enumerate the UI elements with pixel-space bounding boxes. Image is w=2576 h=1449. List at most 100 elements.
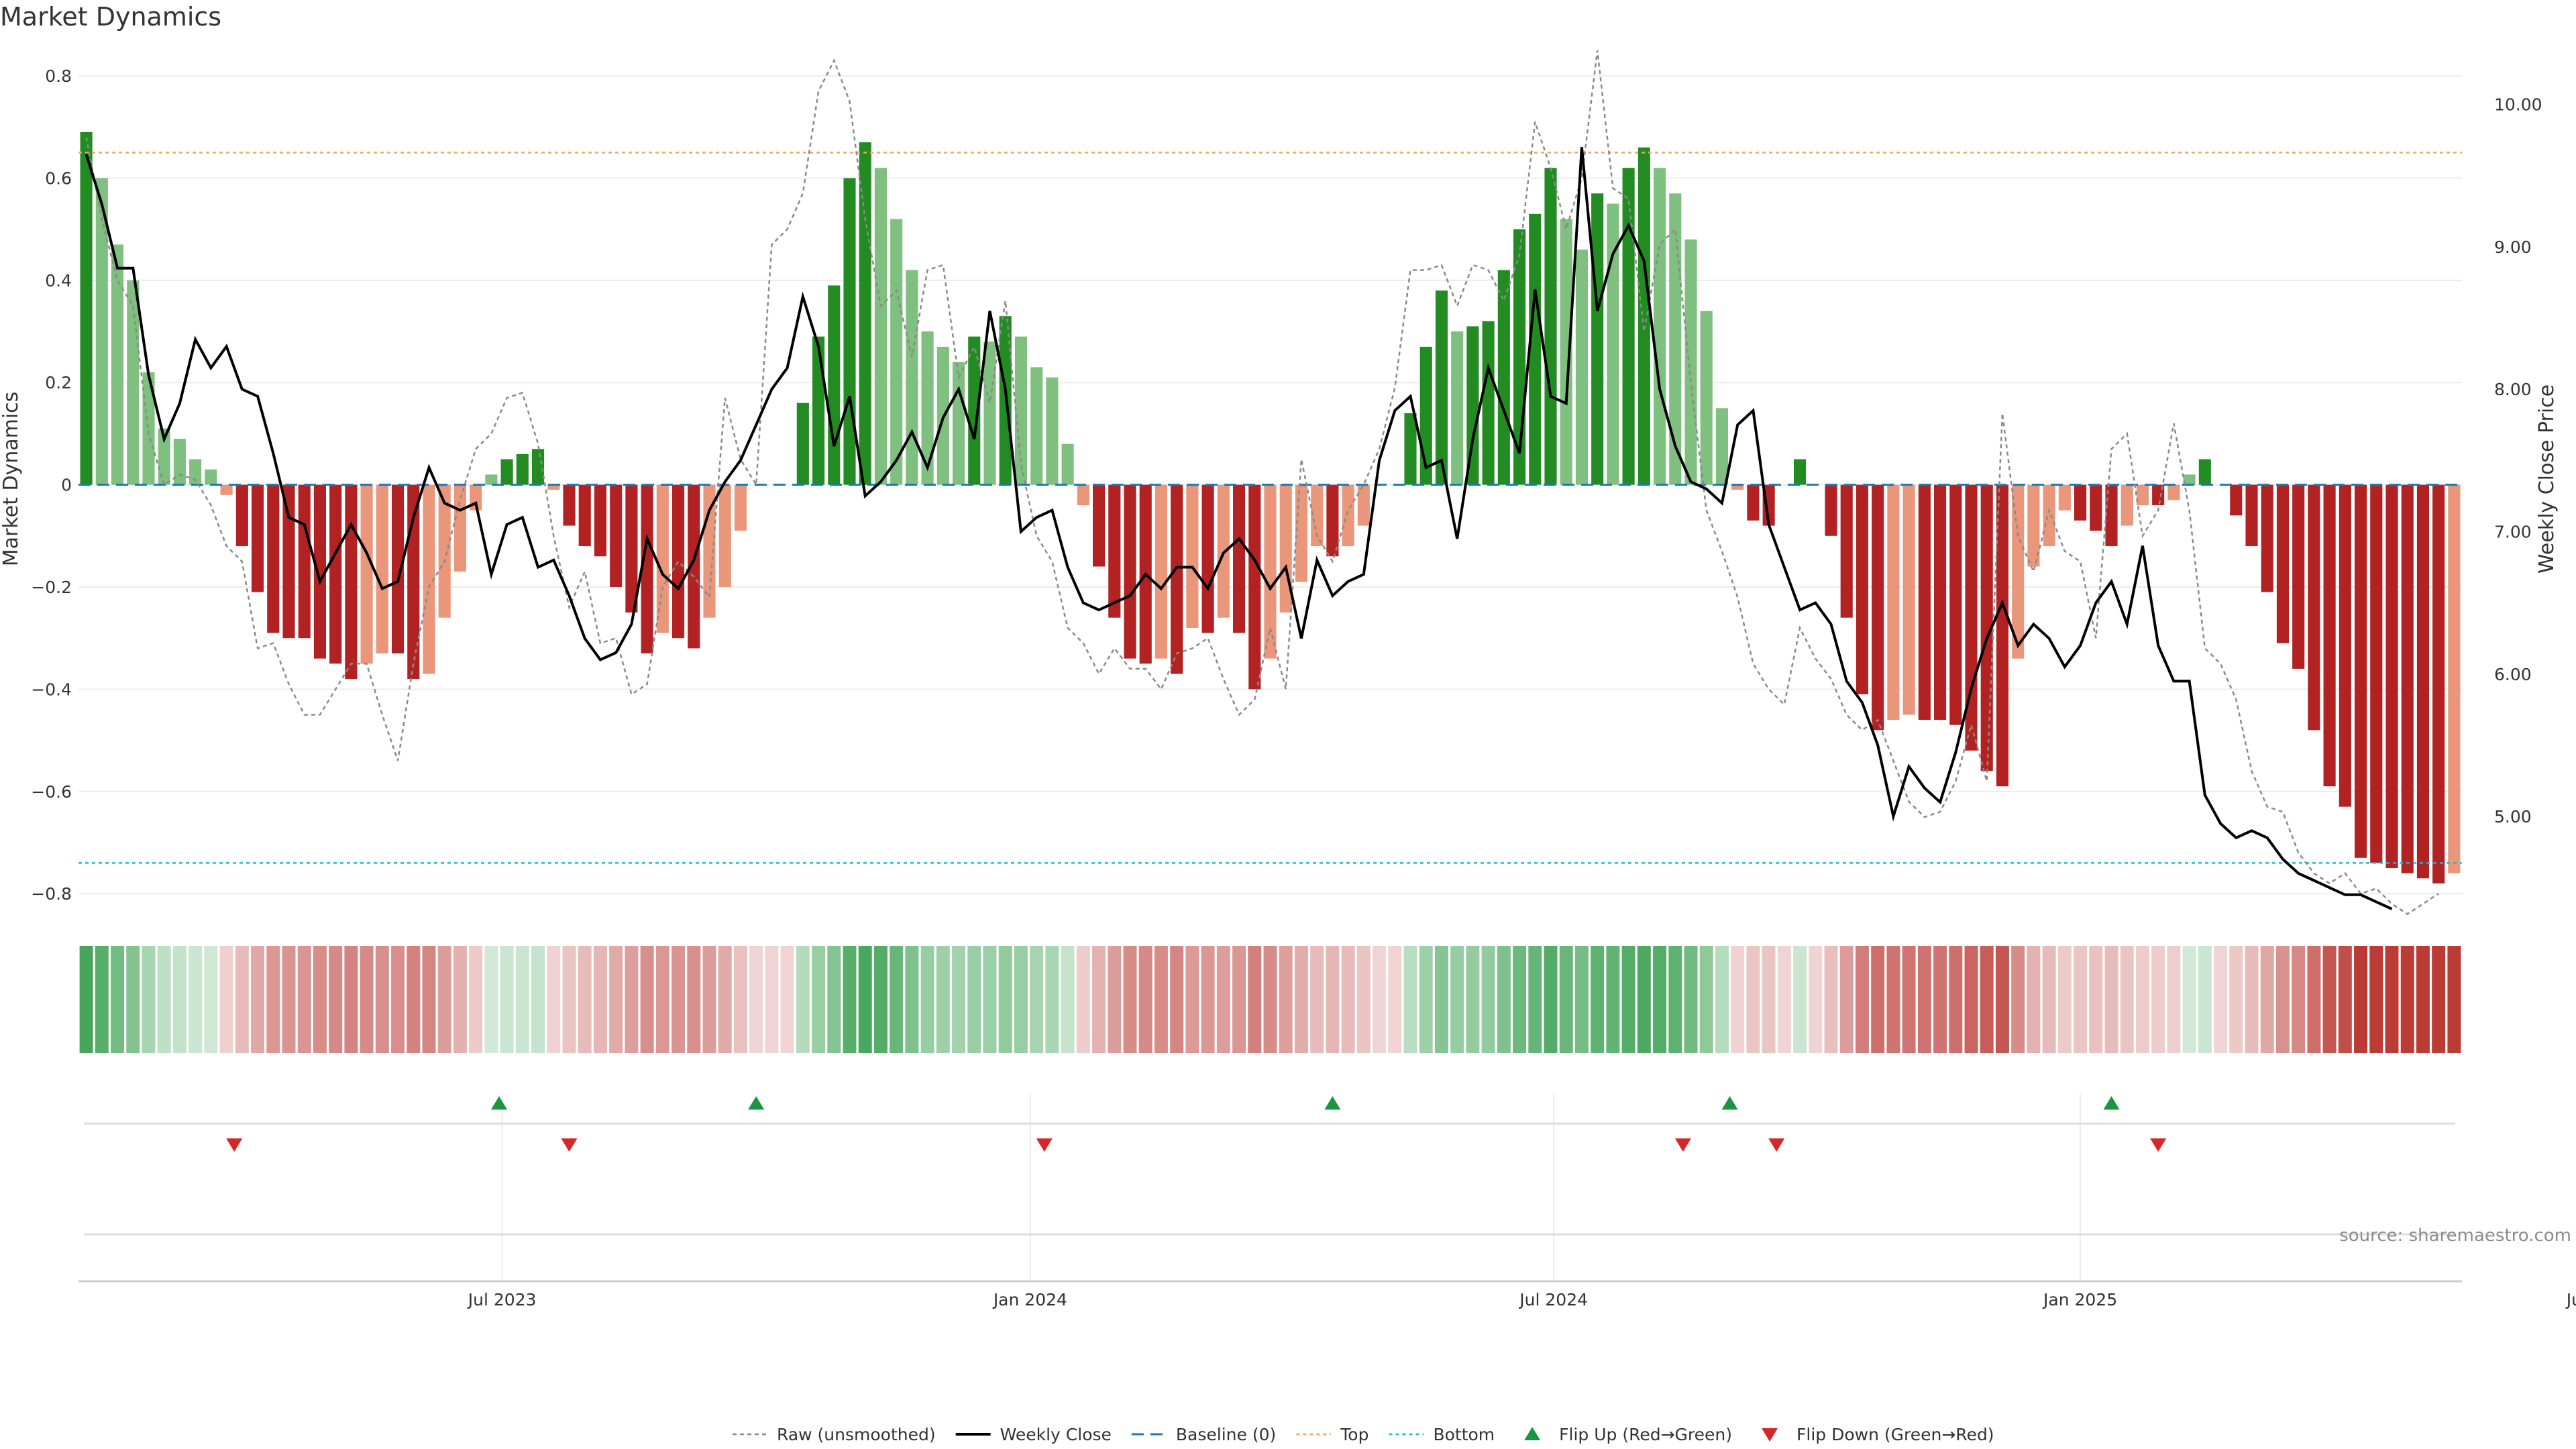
md-bar [906,270,918,485]
md-bar [1840,484,1853,618]
legend-label: Raw (unsmoothed) [777,1425,936,1444]
y2-tick-label: 7.00 [2494,522,2532,541]
md-bar [1357,484,1370,526]
heat-cell [111,946,125,1053]
heat-cell [2057,946,2072,1053]
md-bar [2152,484,2165,506]
md-bar [1965,484,1978,751]
heat-cell [1559,946,1573,1053]
md-bar [1232,484,1246,633]
heat-cell [531,946,545,1053]
md-bar [843,178,856,485]
heat-cell [2260,946,2274,1053]
md-bar [983,341,996,485]
md-bar [1326,484,1339,557]
y2-tick-label: 6.00 [2494,665,2532,684]
y-axis-label: Market Dynamics [0,392,23,567]
flip-down-marker [1036,1138,1053,1152]
md-bars [80,131,2461,883]
md-bar [1715,408,1729,485]
md-bar [1591,193,1604,485]
legend-item-flip_down: Flip Down (Green→Red) [1762,1425,1994,1444]
heat-cell [469,946,483,1053]
md-bar [2167,484,2180,500]
heat-cell [1668,946,1682,1053]
heat-cell [1621,946,1635,1053]
heat-cell [967,946,981,1053]
md-bar [688,484,700,649]
md-bar [1544,168,1557,485]
y2-tick-label: 10.00 [2494,95,2542,115]
md-bar [1264,484,1277,659]
heat-cell [1528,946,1542,1053]
heat-cell [297,946,311,1053]
heat-cell [157,946,171,1053]
md-bar [453,484,467,572]
md-bar [828,285,841,485]
md-bar [2043,484,2055,547]
flip-up-marker [1721,1096,1738,1110]
md-bar [1077,484,1089,506]
md-bar [2012,484,2025,659]
heat-cell [2214,946,2228,1053]
heat-cell [1341,946,1355,1053]
heat-cell [2182,946,2196,1053]
heat-cell [2432,946,2446,1053]
legend-item-flip_up: Flip Up (Red→Green) [1524,1425,1732,1444]
heat-cell [718,946,732,1053]
md-bar [1030,367,1043,485]
heat-cell [1466,946,1480,1053]
md-bar [127,280,140,485]
heat-cell [1232,946,1246,1053]
md-bar [1155,484,1168,659]
heat-cell [1871,946,1885,1053]
heat-cell [1279,946,1293,1053]
heat-cell [484,946,498,1053]
heat-cell [1294,946,1308,1053]
y-tick-label: −0.8 [31,884,72,904]
heat-cell [1809,946,1823,1053]
flip-down-marker [561,1138,578,1152]
heat-cell [1731,946,1745,1053]
heat-cell [609,946,623,1053]
heat-cell [920,946,934,1053]
heat-cell [1606,946,1620,1053]
heat-cell [1310,946,1324,1053]
md-bar [952,362,965,485]
heat-cell [1762,946,1776,1053]
md-bar [874,168,888,485]
md-bar [2385,484,2398,869]
y2-axis-label: Weekly Close Price [2535,384,2559,574]
md-bar [1887,484,1900,720]
md-bar [734,484,747,531]
x-tick-label: Jul 2023 [467,1290,537,1309]
flip-down-marker [2150,1138,2167,1152]
heat-cell [1138,946,1152,1053]
y2-tick-label: 5.00 [2494,807,2532,826]
heat-cell [578,946,592,1053]
legend-item-raw: Raw (unsmoothed) [733,1425,936,1444]
heat-cell [329,946,343,1053]
md-bar [625,484,638,613]
md-bar [158,428,170,485]
md-bar [2027,484,2040,567]
md-bar [1201,484,1214,633]
md-bar [563,484,576,526]
md-bar [1933,484,1947,720]
flip-down-marker [226,1138,243,1152]
heat-cell [2385,946,2399,1053]
heat-cell [407,946,421,1053]
md-bar [1014,336,1028,485]
md-bar [485,474,498,485]
y2-axis-ticks: 10.00 9.00 8.00 7.00 6.00 5.00 [2494,95,2542,826]
heat-cell [344,946,358,1053]
md-bar [360,484,373,664]
heat-cell [2322,946,2337,1053]
heat-cell [2198,946,2212,1053]
flip-down-marker [1674,1138,1691,1152]
heat-cell [905,946,919,1053]
heat-cell [2416,946,2430,1053]
legend-item-bottom: Bottom [1389,1425,1495,1444]
heat-cell [453,946,467,1053]
heat-cell [1434,946,1448,1053]
